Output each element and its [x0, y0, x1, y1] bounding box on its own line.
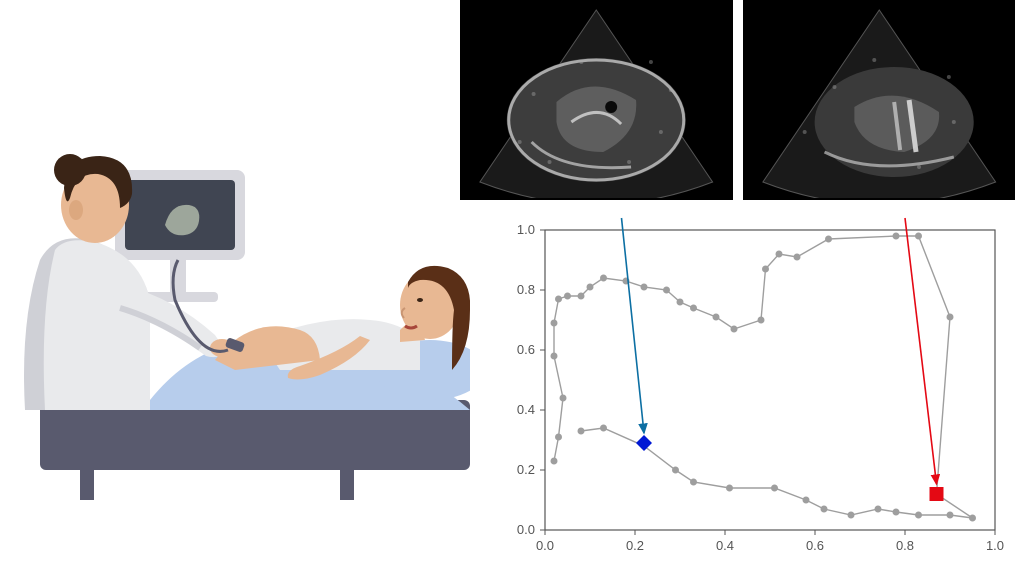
- trajectory-point: [663, 287, 670, 294]
- xtick-label: 0.4: [716, 538, 734, 553]
- trajectory-point: [915, 512, 922, 519]
- trajectory-point: [731, 326, 738, 333]
- xtick-label: 0.2: [626, 538, 644, 553]
- trajectory-point: [947, 314, 954, 321]
- trajectory-point: [794, 254, 801, 261]
- trajectory-point: [947, 512, 954, 519]
- ytick-label: 0.4: [517, 402, 535, 417]
- trajectory-point: [677, 299, 684, 306]
- trajectory-point: [555, 434, 562, 441]
- trajectory-point: [875, 506, 882, 513]
- doctor-coat: [44, 240, 150, 410]
- trajectory-point: [803, 497, 810, 504]
- chart-frame: [545, 230, 995, 530]
- trajectory-point: [893, 509, 900, 516]
- doctor-ear: [69, 200, 83, 220]
- trajectory-point: [893, 233, 900, 240]
- ytick-label: 1.0: [517, 222, 535, 237]
- ultrasound-image-left: [460, 0, 733, 200]
- trajectory-point: [690, 305, 697, 312]
- bed-leg-2: [340, 470, 354, 500]
- ultrasound-row: [460, 0, 1015, 200]
- ytick-label: 0.2: [517, 462, 535, 477]
- trajectory-point: [672, 467, 679, 474]
- trajectory-point: [551, 320, 558, 327]
- xtick-label: 0.8: [896, 538, 914, 553]
- trajectory-point: [690, 479, 697, 486]
- doctor-hair-bun: [54, 154, 86, 186]
- trajectory-point: [915, 233, 922, 240]
- chart-svg: 0.0 0.2 0.4 0.6 0.8 1.0 0.0 0.2 0.4 0.6 0.8 1.0: [490, 215, 1010, 565]
- trajectory-point: [762, 266, 769, 273]
- trajectory-point: [848, 512, 855, 519]
- trajectory-chart: 0.0 0.2 0.4 0.6 0.8 1.0 0.0 0.2 0.4 0.6 0.8 1.0: [490, 215, 1010, 565]
- red-square-marker: [930, 487, 944, 501]
- trajectory-point: [600, 275, 607, 282]
- ytick-label: 0.0: [517, 522, 535, 537]
- trajectory-point: [771, 485, 778, 492]
- bed-leg-1: [80, 470, 94, 500]
- trajectory-point: [758, 317, 765, 324]
- ytick-label: 0.8: [517, 282, 535, 297]
- figure-root: 0.0 0.2 0.4 0.6 0.8 1.0 0.0 0.2 0.4 0.6 0.8 1.0: [0, 0, 1024, 571]
- xtick-label: 1.0: [986, 538, 1004, 553]
- trajectory-point: [969, 515, 976, 522]
- trajectory-point: [578, 293, 585, 300]
- exam-bed: [40, 400, 470, 470]
- trajectory-point: [551, 353, 558, 360]
- trajectory-point: [587, 284, 594, 291]
- trajectory-point: [641, 284, 648, 291]
- trajectory-point: [600, 425, 607, 432]
- xtick-label: 0.6: [806, 538, 824, 553]
- patient-eye: [417, 298, 423, 302]
- trajectory-point: [825, 236, 832, 243]
- trajectory-point: [726, 485, 733, 492]
- clinical-illustration: [0, 60, 470, 500]
- trajectory-point: [551, 458, 558, 465]
- trajectory-point: [555, 296, 562, 303]
- trajectory-point: [776, 251, 783, 258]
- xtick-label: 0.0: [536, 538, 554, 553]
- ultrasound-image-right: [743, 0, 1016, 200]
- trajectory-point: [560, 395, 567, 402]
- trajectory-point: [821, 506, 828, 513]
- trajectory-point: [564, 293, 571, 300]
- trajectory-point: [713, 314, 720, 321]
- trajectory-point: [578, 428, 585, 435]
- ytick-label: 0.6: [517, 342, 535, 357]
